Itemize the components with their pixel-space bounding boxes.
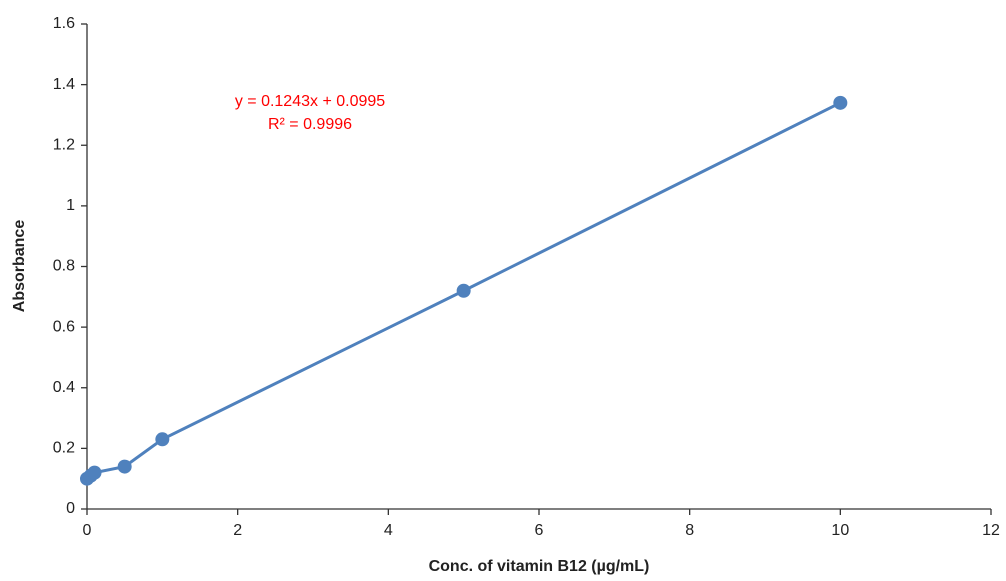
y-tick-label: 1.4 [53, 76, 75, 93]
x-tick-label: 0 [83, 522, 92, 539]
annotation: y = 0.1243x + 0.0995 [235, 93, 385, 110]
y-tick-label: 0.4 [53, 379, 75, 396]
annotation: R² = 0.9996 [268, 116, 352, 133]
x-tick-label: 2 [233, 522, 242, 539]
y-tick-label: 1.2 [53, 136, 75, 153]
x-tick-label: 4 [384, 522, 393, 539]
data-point [87, 465, 102, 480]
x-axis-label: Conc. of vitamin B12 (µg/mL) [429, 558, 650, 575]
y-axis-label: Absorbance [11, 220, 28, 313]
data-point [456, 283, 471, 298]
data-point [117, 459, 132, 474]
x-tick-label: 10 [831, 522, 849, 539]
y-tick-label: 0.2 [53, 440, 75, 457]
y-tick-label: 1.6 [53, 15, 75, 32]
y-tick-label: 0.8 [53, 258, 75, 275]
data-point [833, 95, 848, 110]
y-tick-label: 0.6 [53, 318, 75, 335]
data-point [155, 432, 170, 447]
x-tick-label: 12 [982, 522, 1000, 539]
y-tick-label: 0 [66, 500, 75, 517]
x-tick-label: 6 [535, 522, 544, 539]
x-tick-label: 8 [685, 522, 694, 539]
y-tick-label: 1 [66, 197, 75, 214]
